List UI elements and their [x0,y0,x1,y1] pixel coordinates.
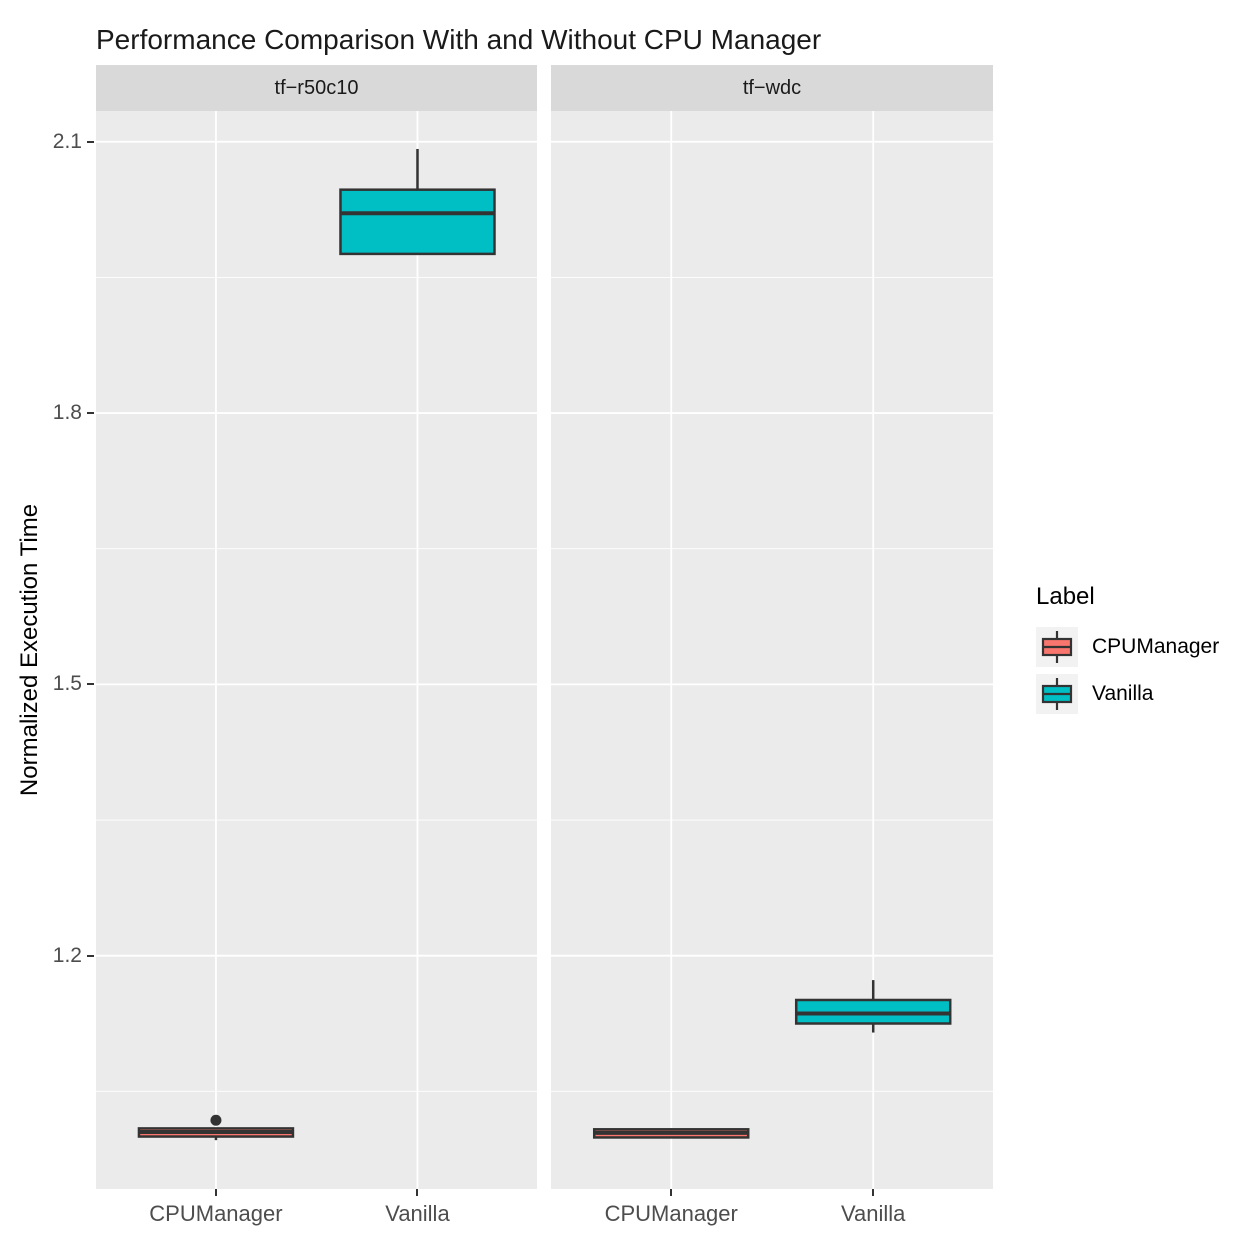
y-tick-mark [87,954,94,957]
boxplot-tf-wdc-cpumanager [592,1128,750,1139]
y-tick-mark [87,412,94,415]
facet-strip-tf-r50c10: tf−r50c10 [96,65,537,111]
legend-title: Label [1036,583,1095,610]
boxplot-glyph-cpumanager [1041,631,1073,663]
legend-label-vanilla: Vanilla [1092,682,1154,705]
legend-label-cpumanager: CPUManager [1092,635,1220,658]
boxplot-glyph-vanilla [1041,678,1073,710]
x-tick-label-cpumanager: CPUManager [149,1201,283,1226]
chart-title: Performance Comparison With and Without … [96,24,822,55]
facet-strip-label-tf-r50c10: tf−r50c10 [274,76,359,99]
x-tick-label-cpumanager: CPUManager [604,1201,738,1226]
facet-panel-tf-wdc [551,111,993,1189]
y-tick-mark [87,140,94,143]
boxplot-tf-wdc-vanilla [794,980,952,1033]
legend-key-boxplot-icon-cpumanager [1036,627,1078,667]
y-tick-label-1-8: 1.8 [52,401,82,425]
box-iqr [339,188,496,256]
boxplot-tf-r50c10-vanilla [339,148,496,256]
x-tick-label-vanilla: Vanilla [385,1201,450,1226]
y-axis-title: Normalized Execution Time [16,503,43,797]
boxplot-tf-r50c10-cpumanager [137,1114,295,1141]
y-tick-label-1-5: 1.5 [52,672,82,696]
facet-panel-tf-r50c10 [96,111,537,1189]
legend: Label CPUManager Vanilla [1036,583,1219,721]
y-axis: 2.1 1.8 1.5 1.2 [0,111,96,1189]
y-tick-mark [87,683,94,686]
x-tick-mark-cpumanager [670,1189,673,1196]
x-tick-mark-vanilla [872,1189,875,1196]
y-tick-label-1-2: 1.2 [52,943,82,967]
facet-plot-tf-r50c10 [96,111,537,1189]
x-tick-label-vanilla: Vanilla [840,1201,906,1226]
facet-strip-label-tf-wdc: tf−wdc [742,76,802,99]
x-axis-tf-r50c10: CPUManager Vanilla [96,1189,537,1237]
outlier-point [210,1114,222,1126]
legend-entry-vanilla: Vanilla [1036,674,1219,714]
legend-key-boxplot-icon-vanilla [1036,674,1078,714]
facet-strip-tf-wdc: tf−wdc [551,65,993,111]
x-tick-mark-cpumanager [214,1189,217,1196]
facet-plot-tf-wdc [551,111,993,1189]
y-tick-label-2-1: 2.1 [52,129,82,153]
x-axis-tf-wdc: CPUManager Vanilla [551,1189,993,1237]
x-tick-mark-vanilla [416,1189,419,1196]
legend-entry-cpumanager: CPUManager [1036,627,1219,667]
